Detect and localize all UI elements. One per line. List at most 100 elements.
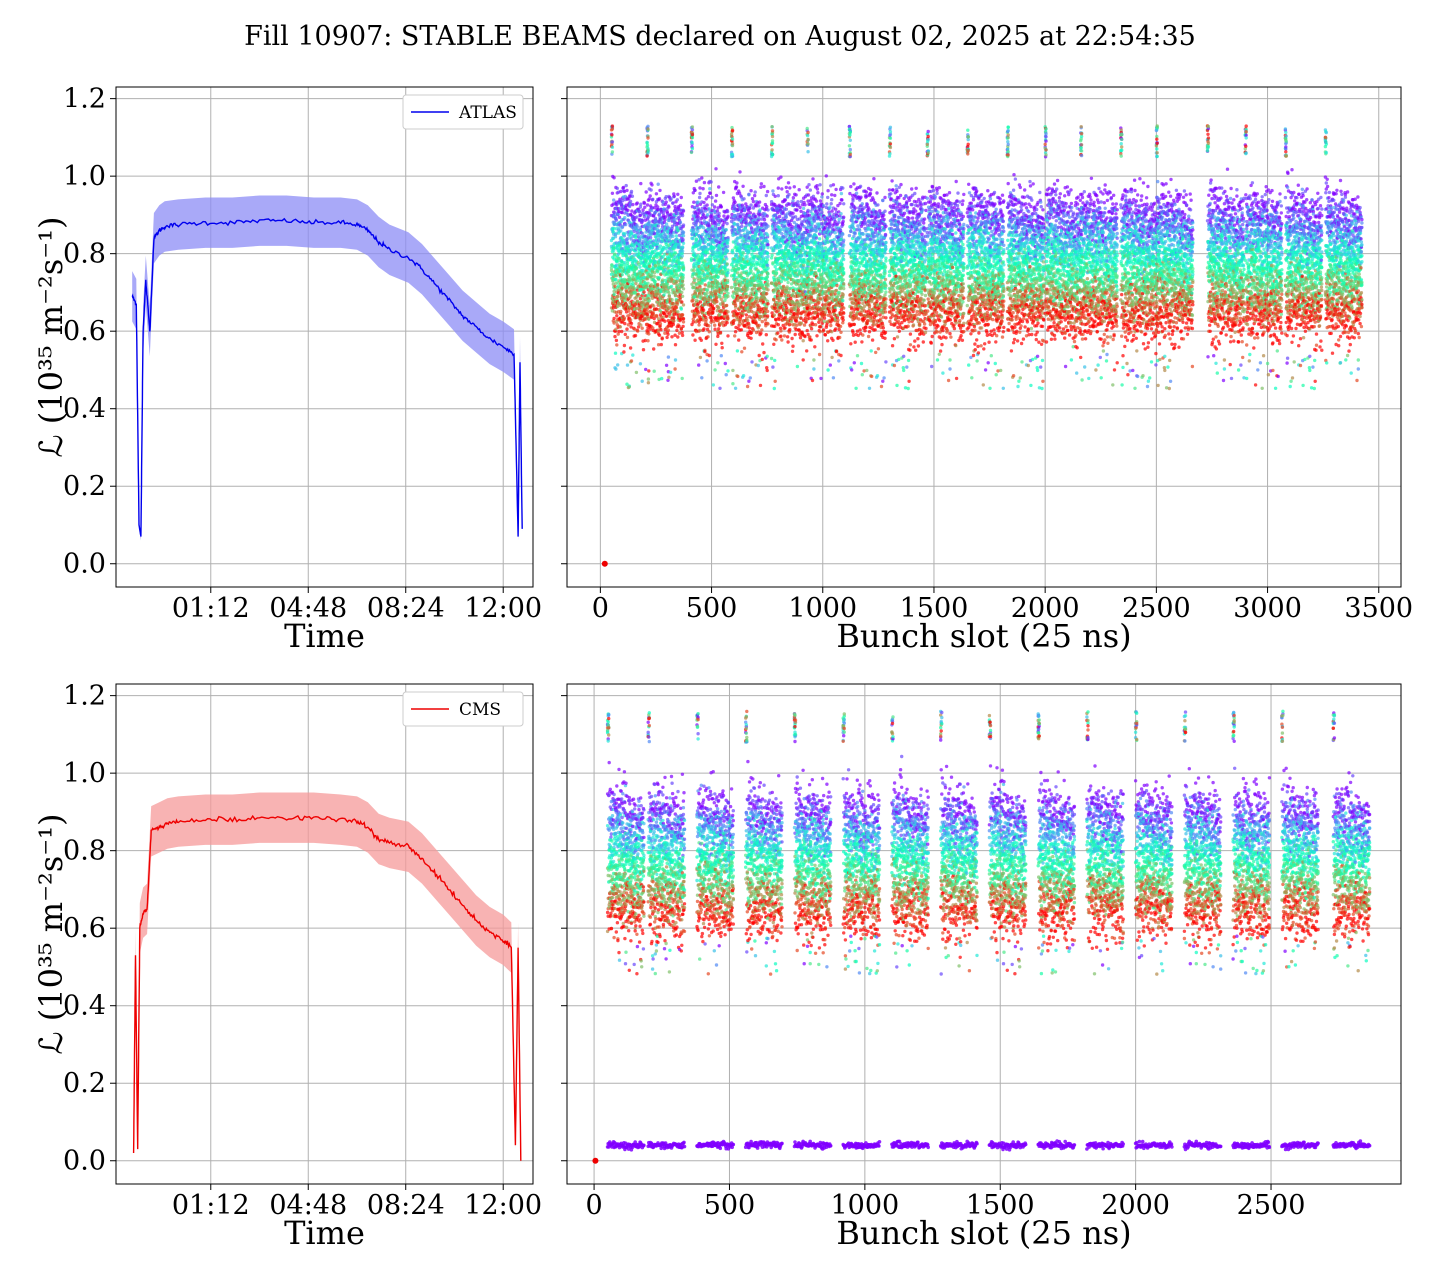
bunch-point <box>766 282 770 286</box>
bunch-point <box>790 349 795 353</box>
bunch-point <box>658 188 662 193</box>
bunch-point <box>765 279 770 283</box>
bunch-point <box>628 318 633 322</box>
bunch-point <box>754 292 759 297</box>
bunch-point <box>802 323 807 327</box>
bunch-point <box>745 318 750 323</box>
bunch-point <box>636 329 640 333</box>
bunch-point <box>795 364 800 369</box>
bunch-point <box>650 183 654 187</box>
bunch-point <box>755 300 760 304</box>
bunch-point <box>745 384 750 389</box>
bunch-point <box>629 325 633 329</box>
bunch-point <box>698 191 702 196</box>
bunch-point <box>770 134 775 139</box>
bunch-point <box>756 363 760 368</box>
bunch-point <box>641 348 646 352</box>
bunch-point <box>791 199 795 203</box>
bunch-point <box>690 140 694 145</box>
bunch-point <box>742 346 747 350</box>
bunch-point <box>610 124 615 128</box>
bunch-point <box>741 311 745 316</box>
bunch-point <box>730 152 735 157</box>
bunch-point <box>759 331 763 335</box>
bunch-point <box>680 300 684 304</box>
bunch-point <box>765 275 769 279</box>
bunch-point <box>765 291 769 296</box>
bunch-point <box>670 298 674 302</box>
bunch-point <box>612 198 616 202</box>
bunch-point <box>759 185 763 189</box>
bunch-point <box>681 283 685 287</box>
bunch-point <box>777 214 782 219</box>
bunch-point <box>721 320 725 324</box>
bunch-point <box>787 290 791 294</box>
bunch-point <box>706 335 710 339</box>
bunch-point <box>616 245 620 250</box>
x-tick-label: 500 <box>686 593 738 624</box>
bunch-point <box>791 211 795 215</box>
bunch-point <box>646 148 650 152</box>
legend-label: ATLAS <box>458 103 517 123</box>
bunch-point <box>674 306 679 310</box>
bunch-point <box>615 263 619 267</box>
bunch-point <box>702 180 707 185</box>
bunch-point <box>681 241 686 245</box>
bunch-point <box>612 222 617 226</box>
bunch-point <box>645 307 649 311</box>
bunch-point <box>772 386 776 391</box>
bunch-point <box>696 217 700 221</box>
bunch-point <box>623 215 627 220</box>
bunch-point <box>647 197 651 201</box>
bunch-point <box>697 323 701 327</box>
bunch-point <box>751 310 756 315</box>
x-tick-label: 3000 <box>1233 593 1302 624</box>
bunch-point <box>701 226 706 230</box>
bunch-point <box>749 336 753 340</box>
bunch-point <box>747 323 751 327</box>
bunch-point <box>730 142 735 146</box>
bunch-point <box>615 186 619 191</box>
bunch-point <box>681 209 686 213</box>
bunch-point <box>632 327 637 331</box>
bunch-point <box>625 363 630 367</box>
bunch-point <box>638 213 643 217</box>
bunch-point <box>627 270 631 274</box>
bunch-point <box>634 235 638 240</box>
bunch-point <box>641 273 645 277</box>
bunch-point <box>765 214 769 218</box>
bunch-point <box>610 140 615 144</box>
bunch-point <box>655 255 659 259</box>
bunch-point <box>676 192 680 196</box>
bunch-point <box>613 334 617 339</box>
bunch-point <box>729 285 734 290</box>
bunch-point <box>620 273 624 277</box>
bunch-point <box>680 279 685 283</box>
bunch-point <box>705 291 709 295</box>
bunch-point <box>617 226 621 230</box>
bunch-point <box>748 376 752 380</box>
bunch-point <box>765 368 769 373</box>
bunch-point <box>612 316 616 321</box>
bunch-point <box>657 197 662 201</box>
bunch-point <box>733 330 738 334</box>
bunch-point <box>762 218 767 222</box>
bunch-point <box>610 263 614 267</box>
bunch-point <box>619 309 623 314</box>
bunch-point <box>627 309 631 313</box>
bunch-point <box>750 197 755 201</box>
bunch-point <box>637 252 642 256</box>
bunch-point <box>760 328 764 332</box>
bunch-point <box>803 334 807 339</box>
bunch-point <box>715 299 719 304</box>
bunch-point <box>610 191 615 195</box>
bunch-point <box>652 347 656 351</box>
bunch-point <box>707 324 711 328</box>
bunch-point <box>617 257 621 261</box>
bunch-point <box>610 145 615 149</box>
bunch-point <box>725 257 729 261</box>
bunch-point <box>673 343 678 347</box>
bunch-point <box>702 200 706 205</box>
bunch-point <box>765 189 770 194</box>
y-tick-label: 0.0 <box>63 549 106 580</box>
